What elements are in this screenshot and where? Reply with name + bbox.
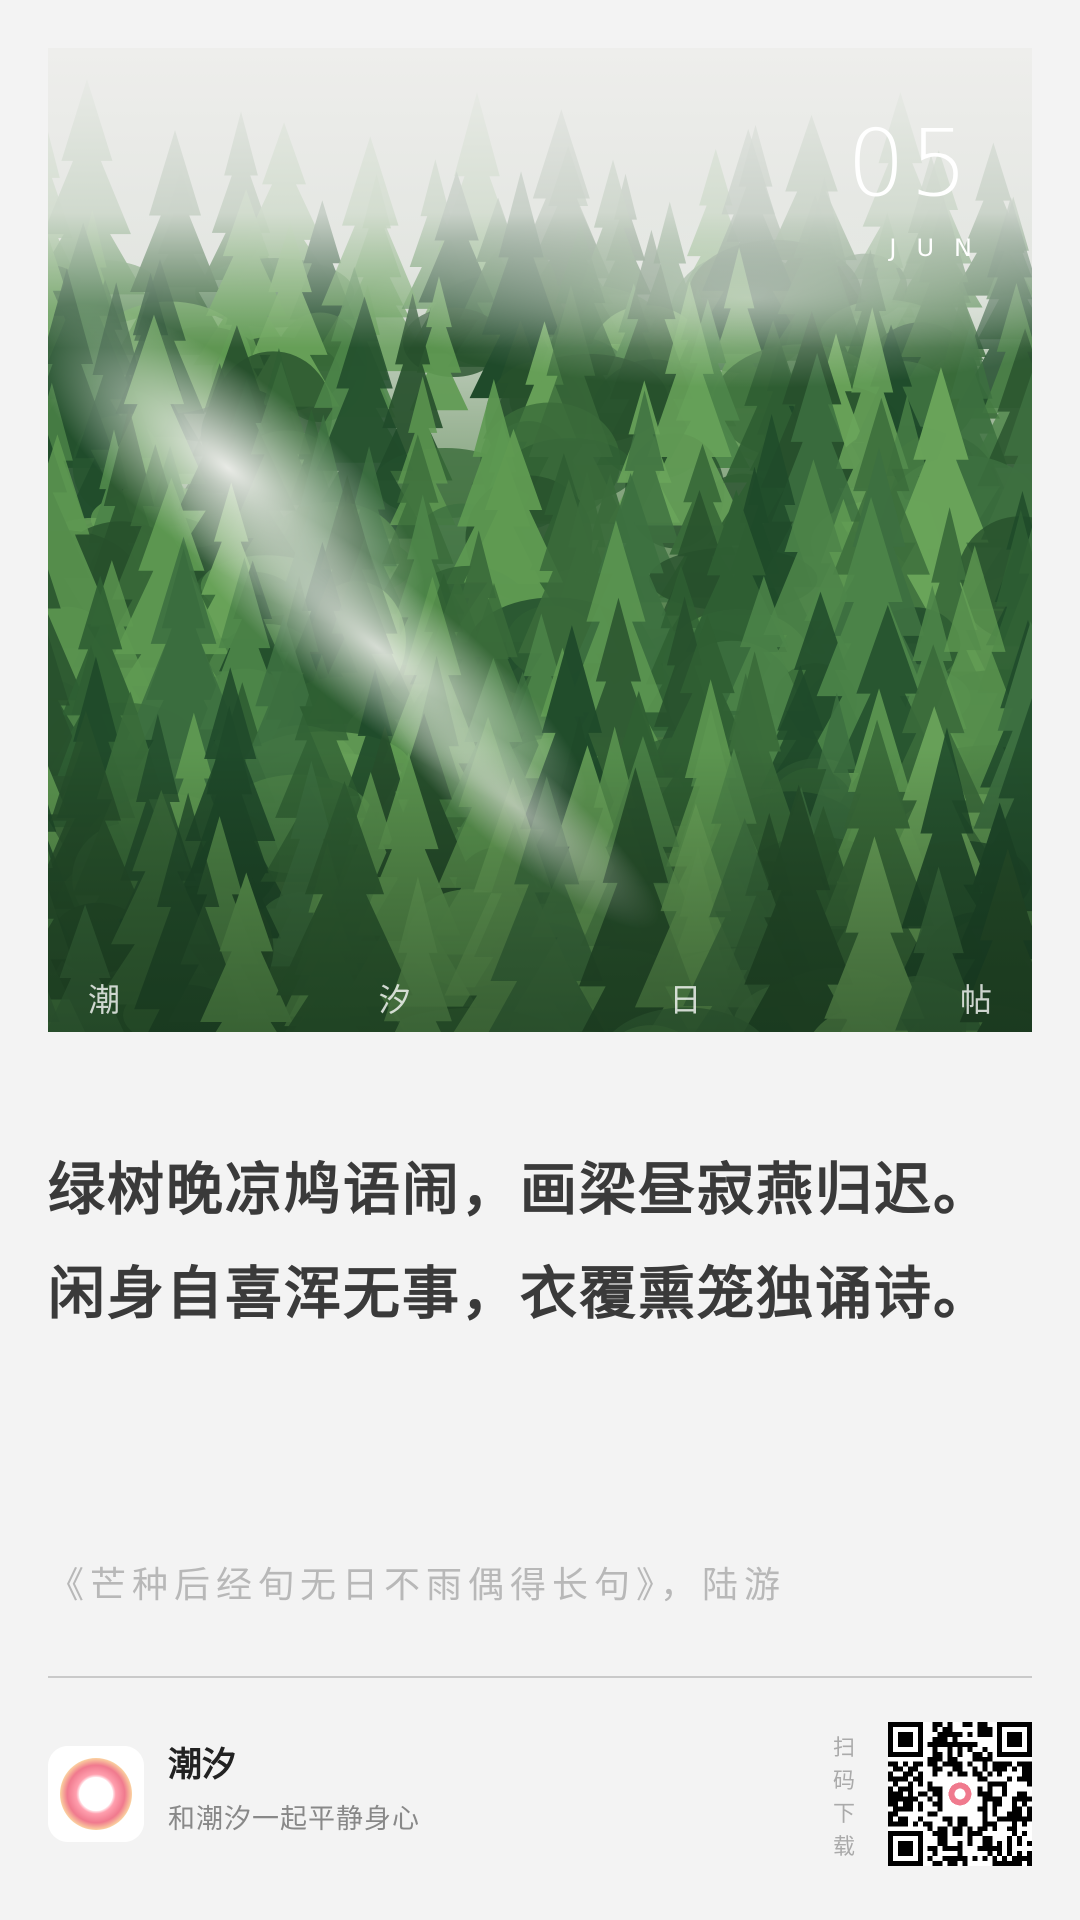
tide-app-icon[interactable]: [48, 1746, 144, 1842]
app-name: 潮汐: [168, 1745, 236, 1785]
scan-char: 下: [832, 1802, 855, 1827]
brand-char: 潮: [88, 981, 121, 1019]
brand-char: 帖: [959, 981, 992, 1019]
divider: [48, 1676, 1032, 1678]
scan-to-download-label: 扫 码 下 载: [826, 1732, 862, 1864]
scan-char: 扫: [832, 1736, 855, 1761]
poem-text: 绿树晚凉鸠语闹，画梁昼寂燕归迟。 闲身自喜浑无事，衣覆熏笼独诵诗。: [48, 1138, 1032, 1346]
date-day: 05: [846, 110, 972, 217]
qr-code-icon[interactable]: [888, 1722, 1032, 1866]
brand-title-row: 潮 汐 日 帖: [88, 984, 992, 1016]
scan-char: 码: [832, 1769, 855, 1794]
misty-forest-image: [48, 48, 1032, 1032]
poem-line: 绿树晚凉鸠语闹，画梁昼寂燕归迟。: [48, 1157, 992, 1223]
app-slogan: 和潮汐一起平静身心: [168, 1804, 420, 1835]
poem-line: 闲身自喜浑无事，衣覆熏笼独诵诗。: [48, 1261, 992, 1327]
hero-image: 05 JUN 潮 汐 日 帖: [48, 48, 1032, 1032]
brand-char: 汐: [378, 981, 411, 1019]
poem-source: 《芒种后经旬无日不雨偶得长句》，陆游: [48, 1565, 787, 1606]
brand-char: 日: [669, 981, 702, 1019]
scan-char: 载: [832, 1835, 855, 1860]
date-month: JUN: [889, 234, 992, 262]
